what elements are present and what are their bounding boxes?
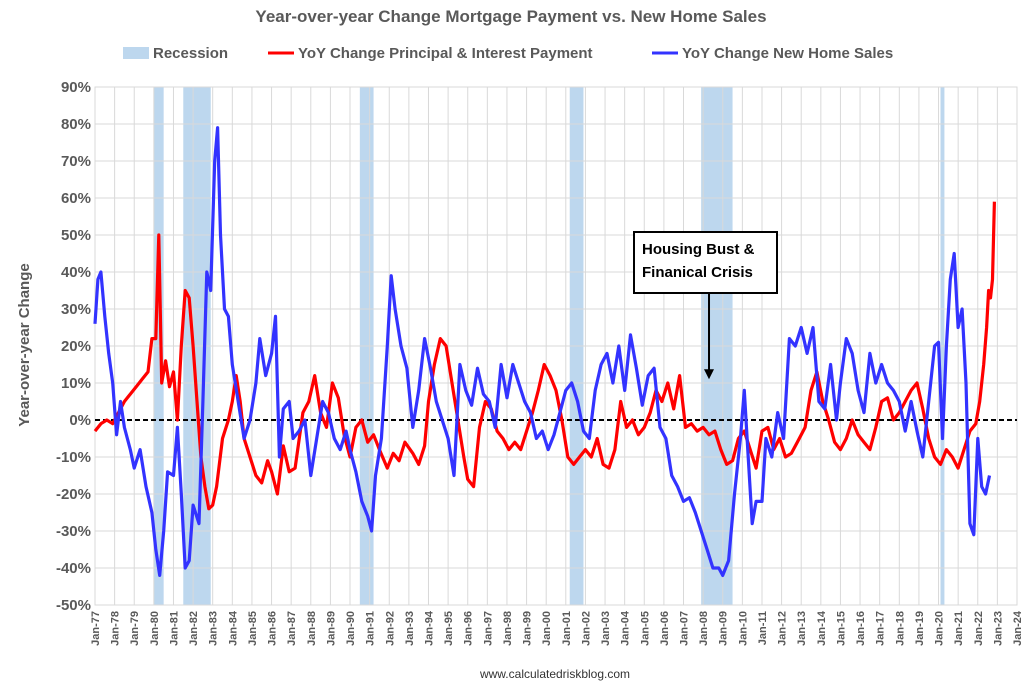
series-line: [93, 201, 996, 511]
series-lines: [93, 126, 996, 577]
x-tick-label: Jan-90: [345, 611, 357, 646]
y-axis-ticks: 90% 80% 70% 60% 50% 40% 30% 20% 10% 0% -10% -20% -30…: [56, 79, 91, 614]
x-tick-label: Jan-14: [816, 610, 828, 646]
y-tick-label: -20%: [56, 486, 91, 503]
y-tick-label: 90%: [61, 79, 91, 96]
x-tick-label: Jan-23: [992, 611, 1004, 646]
y-tick-label: 20%: [61, 338, 91, 355]
x-tick-label: Jan-93: [404, 611, 416, 646]
y-tick-label: -40%: [56, 560, 91, 577]
x-tick-label: Jan-12: [777, 611, 789, 646]
y-tick-label: 60%: [61, 190, 91, 207]
x-tick-label: Jan-02: [580, 611, 592, 646]
x-tick-label: Jan-80: [149, 611, 161, 646]
x-tick-label: Jan-07: [679, 611, 691, 646]
annotation-text: Housing Bust &: [642, 241, 755, 258]
y-tick-label: 10%: [61, 375, 91, 392]
x-tick-label: Jan-13: [796, 611, 808, 646]
x-tick-label: Jan-10: [737, 611, 749, 646]
x-tick-label: Jan-21: [953, 611, 965, 646]
y-tick-label: -30%: [56, 523, 91, 540]
x-tick-label: Jan-91: [365, 611, 377, 646]
x-tick-label: Jan-82: [188, 611, 200, 646]
x-tick-label: Jan-85: [247, 611, 259, 646]
x-tick-label: Jan-04: [620, 610, 632, 646]
legend-label: Recession: [153, 45, 228, 62]
x-tick-label: Jan-00: [541, 611, 553, 646]
x-tick-label: Jan-94: [424, 610, 436, 646]
x-tick-label: Jan-06: [659, 611, 671, 646]
x-tick-label: Jan-98: [502, 611, 514, 646]
x-tick-label: Jan-95: [443, 611, 455, 646]
x-tick-label: Jan-09: [718, 611, 730, 646]
plot-border: [94, 86, 1018, 606]
y-tick-label: -50%: [56, 597, 91, 614]
y-axis-label: Year-over-year Change: [16, 263, 33, 426]
chart-title: Year-over-year Change Mortgage Payment v…: [255, 7, 766, 26]
x-tick-label: Jan-19: [914, 611, 926, 646]
x-tick-label: Jan-92: [384, 611, 396, 646]
x-tick-label: Jan-81: [169, 611, 181, 646]
x-tick-label: Jan-83: [208, 611, 220, 646]
annotation-arrow-head: [704, 369, 715, 380]
x-tick-label: Jan-03: [600, 611, 612, 646]
y-tick-label: -10%: [56, 449, 91, 466]
x-tick-label: Jan-16: [855, 611, 867, 646]
x-tick-label: Jan-77: [90, 611, 102, 646]
x-tick-label: Jan-97: [482, 611, 494, 646]
y-tick-label: 50%: [61, 227, 91, 244]
legend-label: YoY Change New Home Sales: [682, 45, 893, 62]
y-tick-label: 0%: [69, 412, 91, 429]
source-footer: www.calculatedriskblog.com: [479, 667, 630, 681]
x-axis-ticks: Jan-77 Jan-78 Jan-79 Jan-80 Jan-81 Jan-82 Jan-…: [90, 610, 1023, 646]
x-tick-label: Jan-01: [561, 611, 573, 646]
legend-swatch-recession: [123, 47, 149, 59]
x-tick-label: Jan-96: [463, 611, 475, 646]
x-tick-label: Jan-17: [875, 611, 887, 646]
x-tick-label: Jan-11: [757, 611, 769, 645]
annotation-callout: Housing Bust & Finanical Crisis: [633, 231, 778, 380]
x-tick-label: Jan-79: [129, 611, 141, 646]
x-tick-label: Jan-22: [973, 611, 985, 646]
x-tick-label: Jan-87: [286, 611, 298, 646]
series-line: [93, 126, 992, 577]
x-tick-label: Jan-24: [1012, 610, 1023, 646]
x-tick-label: Jan-20: [934, 611, 946, 646]
y-tick-label: 70%: [61, 153, 91, 170]
x-tick-label: Jan-99: [522, 611, 534, 646]
annotation-text: Finanical Crisis: [642, 264, 753, 281]
y-tick-label: 80%: [61, 116, 91, 133]
y-tick-label: 30%: [61, 301, 91, 318]
y-tick-label: 40%: [61, 264, 91, 281]
x-tick-label: Jan-89: [325, 611, 337, 646]
x-tick-label: Jan-08: [698, 611, 710, 646]
annotation-box: [633, 231, 778, 294]
grid-lines: [94, 86, 1018, 606]
x-tick-label: Jan-05: [639, 611, 651, 646]
x-tick-label: Jan-18: [894, 611, 906, 646]
x-tick-label: Jan-84: [227, 610, 239, 646]
legend-label: YoY Change Principal & Interest Payment: [298, 45, 593, 62]
x-tick-label: Jan-15: [835, 611, 847, 646]
x-tick-label: Jan-86: [267, 611, 279, 646]
x-tick-label: Jan-78: [110, 611, 122, 646]
chart-legend: Recession YoY Change Principal & Interest…: [123, 45, 893, 62]
x-tick-label: Jan-88: [306, 611, 318, 646]
